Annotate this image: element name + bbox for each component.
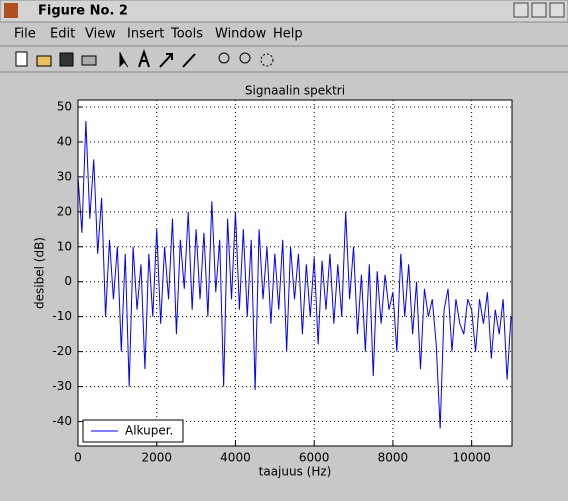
title-bar — [0, 0, 568, 23]
window-title: Figure No. 2 — [38, 4, 128, 19]
y-tick-label: 20 — [57, 204, 72, 218]
y-tick-label: -40 — [52, 414, 72, 428]
save-icon[interactable] — [59, 52, 74, 67]
menu-item[interactable]: Edit — [50, 27, 75, 42]
line-icon[interactable] — [182, 53, 196, 68]
plot-area — [78, 100, 512, 446]
y-tick-label: 0 — [64, 274, 72, 288]
x-tick-label: 10000 — [453, 451, 491, 465]
y-axis-label: desibel (dB) — [33, 237, 47, 309]
app-icon — [4, 3, 18, 18]
y-tick-label: -10 — [52, 309, 72, 323]
select-icon[interactable] — [119, 52, 129, 68]
toolbar — [15, 48, 274, 68]
arrow-icon[interactable] — [159, 53, 173, 68]
x-tick-label: 2000 — [141, 451, 172, 465]
x-tick-label: 8000 — [378, 451, 409, 465]
y-tick-label: -20 — [52, 344, 72, 358]
y-tick-label: 50 — [57, 99, 72, 113]
y-tick-label: 40 — [57, 134, 72, 148]
menu-item[interactable]: File — [14, 27, 36, 42]
zoom-in-icon[interactable] — [218, 52, 230, 64]
data-line — [77, 120, 512, 429]
rotate-icon[interactable] — [260, 53, 274, 67]
menu-item[interactable]: Insert — [127, 27, 164, 42]
y-tick-label: 30 — [57, 169, 72, 183]
y-tick-label: -30 — [52, 379, 72, 393]
menu-item[interactable]: View — [85, 27, 116, 42]
menu-item[interactable]: Tools — [170, 27, 203, 42]
legend-label: Alkuper. — [125, 424, 173, 438]
menu-item[interactable]: Help — [273, 27, 303, 42]
x-tick-label: 0 — [74, 451, 82, 465]
zoom-out-icon[interactable] — [239, 52, 251, 64]
x-tick-label: 6000 — [299, 451, 330, 465]
print-icon[interactable] — [81, 55, 97, 66]
close-button[interactable] — [549, 2, 565, 18]
y-tick-label: 10 — [57, 239, 72, 253]
minimize-button[interactable] — [513, 2, 529, 18]
x-tick-label: 4000 — [220, 451, 251, 465]
maximize-button[interactable] — [531, 2, 547, 18]
menu-item[interactable]: Window — [215, 27, 267, 42]
legend-box — [82, 419, 184, 443]
chart-title: Signaalin spektri — [245, 84, 345, 98]
plot-frame — [77, 99, 513, 447]
open-icon[interactable] — [36, 55, 52, 67]
new-icon[interactable] — [15, 51, 28, 67]
menu-bar: File Edit View Insert Tools Window Help — [14, 27, 303, 42]
x-axis-label: taajuus (Hz) — [259, 465, 332, 479]
text-icon[interactable] — [138, 48, 150, 68]
